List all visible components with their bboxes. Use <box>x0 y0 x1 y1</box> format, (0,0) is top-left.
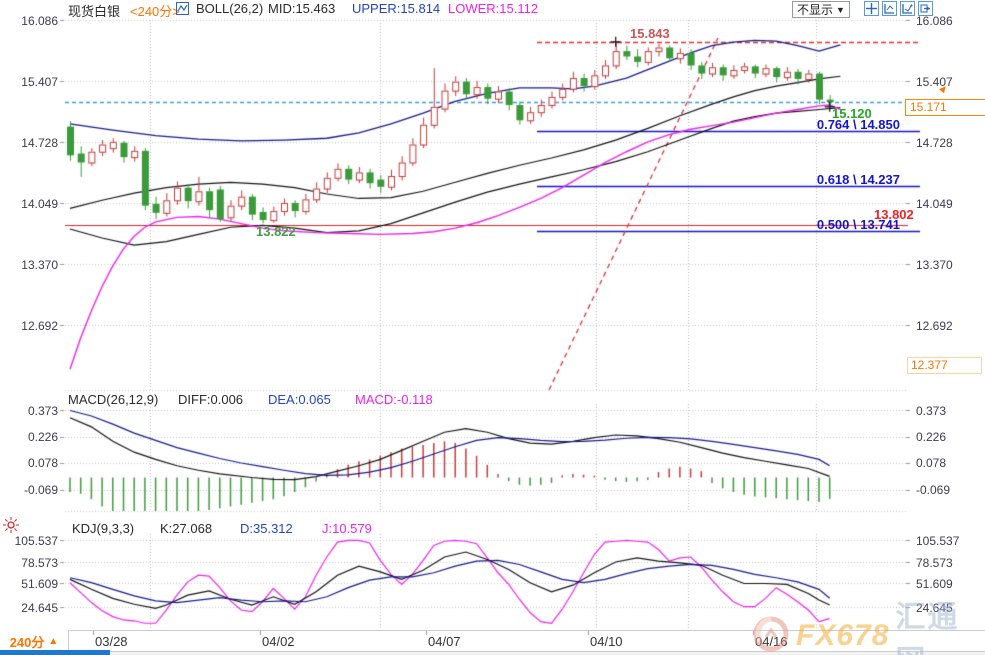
fib-label-618: 0.618 \ 14.237 <box>816 172 900 187</box>
boll-label: BOLL(26,2) <box>196 1 264 16</box>
period-label: <240分> <box>130 4 180 19</box>
axis-label: 14.728 <box>21 136 58 150</box>
axis-label: 24.645 <box>21 601 58 615</box>
kdj-j-value: J:10.579 <box>322 521 372 536</box>
axis-label: 14.728 <box>916 136 953 150</box>
axis-label: 105.537 <box>14 534 58 548</box>
target-low-badge: 12.377 <box>907 357 982 374</box>
crosshair-icon[interactable] <box>864 1 879 16</box>
bottom-strip <box>0 652 985 655</box>
axis-label: 51.609 <box>21 577 58 591</box>
axis-label: 15.407 <box>21 75 58 89</box>
hide-dropdown-label: 不显示 <box>797 3 834 17</box>
kdj-title: KDJ(9,3,3) <box>72 521 135 536</box>
zoom-in-icon[interactable] <box>900 1 915 16</box>
axis-label: 0.373 <box>916 404 947 418</box>
boll-upper-value: UPPER:15.814 <box>352 1 441 16</box>
boll-mid-value: MID:15.463 <box>268 1 336 16</box>
period-selector-label: 240分 <box>9 634 45 650</box>
kdj-k-value: K:27.068 <box>160 521 213 536</box>
sun-icon[interactable] <box>3 517 19 538</box>
date-label: 04/07 <box>428 634 461 649</box>
date-label: 04/02 <box>262 634 295 649</box>
triangle-up-icon: ▲ <box>48 635 59 647</box>
macd-value: MACD:-0.118 <box>355 392 433 407</box>
last-low-label: 15.120 <box>832 106 872 121</box>
axis-label: 0.226 <box>27 430 58 444</box>
axis-label: 13.370 <box>21 258 58 272</box>
axis-label: 16.086 <box>21 14 58 28</box>
axis-label: 14.049 <box>916 197 953 211</box>
fib-label-500: 0.500 \ 13.741 <box>816 217 900 232</box>
axis-label: 16.086 <box>916 14 953 28</box>
date-axis[interactable] <box>0 630 985 652</box>
scrollbar-thumb[interactable] <box>0 650 110 655</box>
symbol-title: 现货白银 <box>68 4 121 19</box>
watermark-huitong: 汇通网 <box>895 601 960 655</box>
watermark-logo-icon <box>752 615 790 655</box>
axis-label: 51.609 <box>916 577 953 591</box>
kdj-d-value: D:35.312 <box>240 521 293 536</box>
current-price-badge: 15.171 <box>905 99 985 116</box>
macd-dea-value: DEA:0.065 <box>268 392 331 407</box>
axis-label: 105.537 <box>916 534 960 548</box>
axis-label: -0.069 <box>916 483 951 497</box>
chart-type-icon <box>176 2 189 20</box>
axis-label: 0.226 <box>916 430 947 444</box>
axis-label: 0.078 <box>916 456 947 470</box>
axis-label: 14.049 <box>21 197 58 211</box>
axis-label: 0.373 <box>27 404 58 418</box>
date-label: 03/28 <box>95 634 128 649</box>
axis-label: 12.692 <box>916 319 953 333</box>
fib-label-764: 0.764 \ 14.850 <box>816 117 900 132</box>
red-line-label: 13.802 <box>874 207 914 222</box>
boll-lower-value: LOWER:15.112 <box>448 1 539 16</box>
hide-dropdown-button[interactable]: 不显示 ▼ <box>792 1 850 18</box>
chevron-down-icon: ▼ <box>836 4 845 15</box>
axis-label: 12.692 <box>21 319 58 333</box>
axis-label: 78.573 <box>916 556 953 570</box>
period-selector[interactable]: 240分 ▲ <box>0 630 69 652</box>
swing-low-label: 13.822 <box>256 224 296 239</box>
macd-title: MACD(26,12,9) <box>68 392 159 407</box>
swing-high-label: 15.843 <box>630 26 670 41</box>
zoom-out-icon[interactable] <box>882 1 897 16</box>
axis-label: 78.573 <box>21 556 58 570</box>
date-label: 04/10 <box>590 634 623 649</box>
pan-right-icon[interactable] <box>918 1 933 16</box>
axis-label: 15.407 <box>916 75 953 89</box>
axis-label: 13.370 <box>916 258 953 272</box>
watermark-fx678: FX678 <box>796 619 890 652</box>
axis-label: -0.069 <box>23 483 58 497</box>
axis-label: 24.645 <box>916 601 953 615</box>
watermark: FX678 汇通网 <box>752 592 985 655</box>
macd-diff-value: DIFF:0.006 <box>178 392 244 407</box>
axis-label: 0.078 <box>27 456 58 470</box>
